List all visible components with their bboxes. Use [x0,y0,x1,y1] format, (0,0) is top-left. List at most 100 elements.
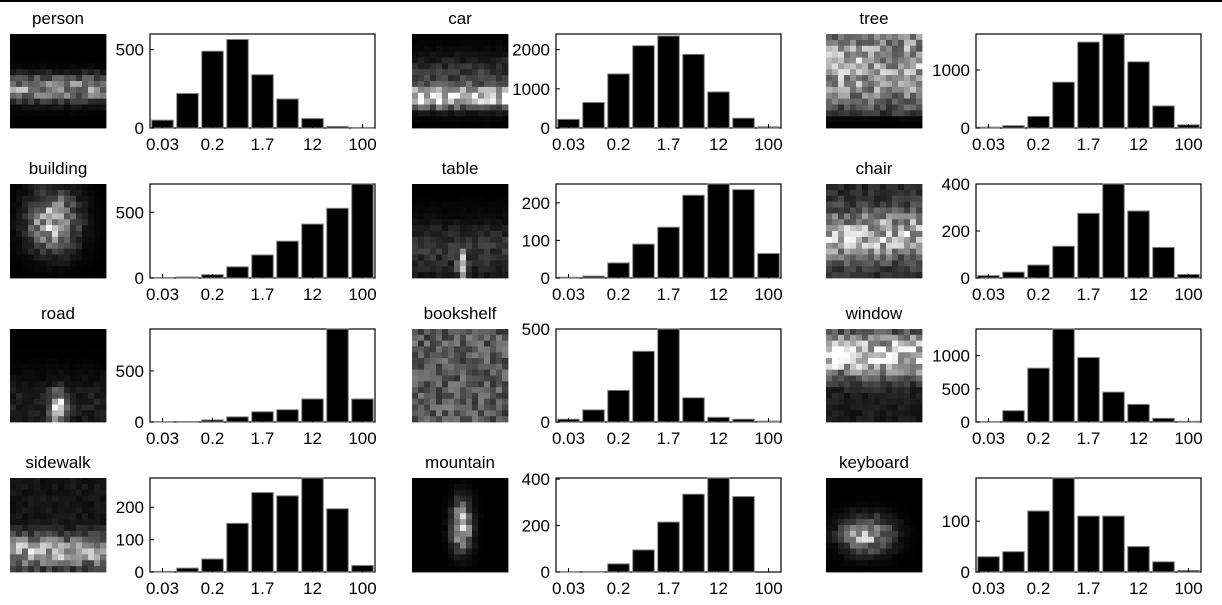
image-pixel [490,63,497,70]
image-pixel [88,495,95,502]
image-pixel [502,404,509,411]
image-pixel [466,81,473,88]
image-pixel [40,189,47,197]
image-pixel [424,387,431,394]
image-pixel [16,86,23,94]
image-pixel [472,98,479,105]
image-pixel [424,195,431,203]
image-pixel [430,542,437,549]
image-pixel [76,410,83,417]
image-pixel [418,554,425,561]
image-pixel [70,530,77,538]
image-pixel [52,358,59,365]
image-pixel [412,369,419,376]
image-pixel [472,110,479,117]
image-pixel [436,392,443,400]
image-pixel [916,69,923,76]
image-pixel [484,398,491,405]
image-pixel [82,225,89,232]
image-pixel [892,478,899,485]
image-pixel [502,560,509,567]
image-pixel [904,104,911,111]
image-pixel [478,104,485,111]
image-pixel [916,489,923,497]
image-pixel [436,525,443,532]
image-pixel [910,387,917,394]
image-pixel [52,81,59,88]
image-pixel [448,213,455,220]
image-pixel [412,542,419,549]
image-pixel [418,483,425,491]
image-pixel [412,404,419,411]
chart-title: table [442,159,479,178]
image-pixel [100,81,107,88]
image-pixel [88,86,95,94]
image-pixel [94,525,101,532]
image-pixel [448,519,455,526]
image-pixel [862,189,869,197]
image-pixel [880,231,887,238]
image-pixel [496,410,503,417]
image-pixel [88,236,95,244]
image-pixel [412,554,419,561]
image-pixel [94,213,101,220]
image-pixel [898,381,905,388]
image-pixel [460,225,467,232]
image-pixel [868,63,875,70]
image-pixel [460,75,467,82]
image-pixel [844,483,851,491]
image-pixel [844,219,851,226]
image-pixel [490,495,497,502]
image-pixel [862,381,869,388]
image-pixel [478,566,485,573]
image-pixel [856,57,863,64]
image-pixel [94,566,101,573]
image-pixel [436,560,443,567]
x-tick-label: 100 [1174,285,1202,304]
image-pixel [886,398,893,405]
image-pixel [46,231,53,238]
image-pixel [82,352,89,359]
x-tick-label: 12 [709,135,728,154]
image-pixel [898,566,905,573]
bar [1002,551,1025,573]
bar [657,226,680,279]
image-pixel [874,39,881,47]
image-pixel [472,536,479,544]
image-pixel [868,98,875,105]
image-pixel [484,248,491,255]
image-pixel [70,63,77,70]
image-pixel [898,184,905,191]
image-pixel [82,398,89,405]
image-pixel [424,86,431,94]
image-pixel [472,478,479,485]
image-pixel [490,530,497,538]
x-tick-label: 0.03 [972,135,1005,154]
image-pixel [16,363,23,371]
image-pixel [58,225,65,232]
image-pixel [496,81,503,88]
image-pixel [430,272,437,279]
image-pixel [886,122,893,129]
image-pixel [448,57,455,64]
image-pixel [88,489,95,497]
image-pixel [40,513,47,520]
image-pixel [880,225,887,232]
image-pixel [94,184,101,191]
image-pixel [466,548,473,555]
image-pixel [898,57,905,64]
image-pixel [850,189,857,197]
image-pixel [418,566,425,573]
image-pixel [826,554,833,561]
image-pixel [910,75,917,82]
image-pixel [100,116,107,123]
image-pixel [832,92,839,100]
image-pixel [832,525,839,532]
image-pixel [910,501,917,508]
image-pixel [838,495,845,502]
image-pixel [412,519,419,526]
image-pixel [460,536,467,544]
image-pixel [10,122,17,129]
image-pixel [886,358,893,365]
